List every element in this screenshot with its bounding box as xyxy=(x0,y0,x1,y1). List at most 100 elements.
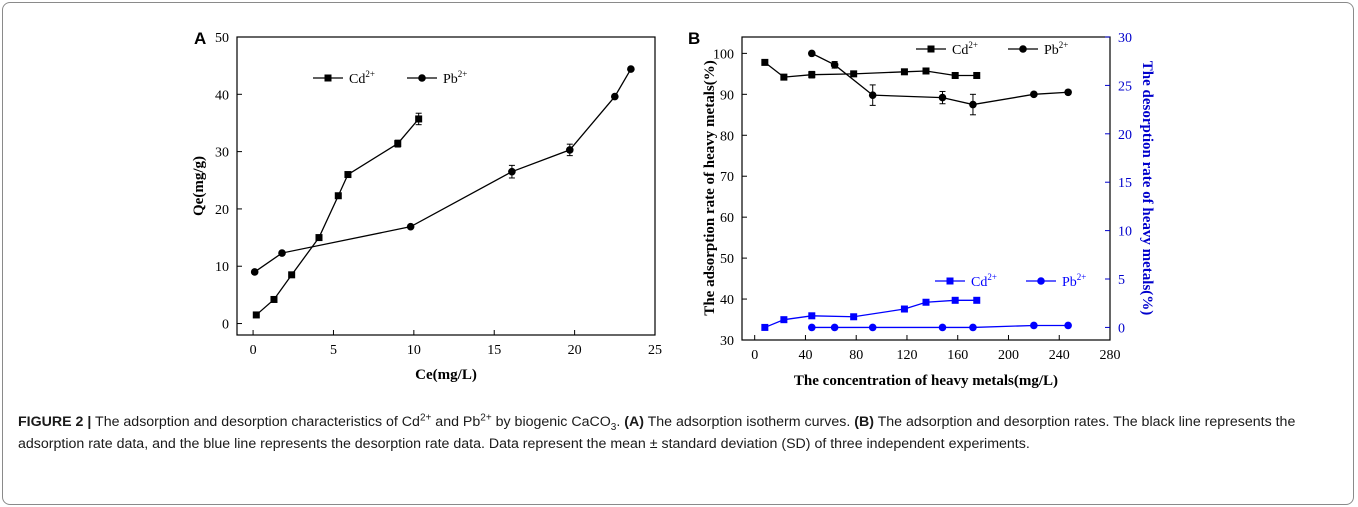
panel-b-right-y-tick-label: 30 xyxy=(1118,31,1132,46)
caption-panel-b-ref: (B) xyxy=(854,414,874,430)
panel-b-left-y-tick-label: 90 xyxy=(720,88,734,103)
panel-b-series-2-point xyxy=(761,323,769,331)
panel-b-right-y-tick-label: 15 xyxy=(1118,176,1132,191)
panel-a-x-axis-label: Ce(mg/L) xyxy=(415,367,477,383)
panel-a-series-1-point xyxy=(250,268,259,276)
panel-b-x-tick-label: 160 xyxy=(947,348,968,363)
panel-a-series-0-point xyxy=(415,115,423,123)
panel-b-series-1-point xyxy=(1064,88,1072,97)
panel-b-series-2-line xyxy=(764,299,977,329)
panel-a-series-0-point xyxy=(270,295,278,303)
panel-b-series-1-point xyxy=(868,91,877,99)
panel-b-series-1-point xyxy=(1030,90,1038,99)
panel-b-legend-3-marker xyxy=(1037,277,1045,285)
caption-label: FIGURE 2 | xyxy=(18,414,92,430)
panel-b-legend-2-marker xyxy=(946,277,954,285)
panel-a-series-0-point xyxy=(344,171,352,179)
panel-b-legend-0-text: Cd2+ xyxy=(952,40,978,58)
panel-b-legend-1-text: Pb2+ xyxy=(1044,40,1068,58)
caption-text-4: . xyxy=(616,414,625,430)
panel-b-left-y-tick-label: 40 xyxy=(720,293,734,308)
panel-b-left-y-tick-label: 30 xyxy=(720,334,734,349)
panel-b-series-0-point xyxy=(922,67,930,75)
panel-a-plot-frame xyxy=(236,36,656,336)
panel-b-x-tick-label: 40 xyxy=(798,348,812,363)
panel-b-legend-1-name: Pb xyxy=(1044,43,1059,58)
panel-a-x-tick-label: 5 xyxy=(330,343,337,358)
panel-b-series-0-point xyxy=(973,71,981,79)
panel-a-x-tick-label: 10 xyxy=(407,343,421,358)
panel-b-series-3-point xyxy=(938,323,947,332)
panel-a-legend-0-text: Cd2+ xyxy=(349,69,375,87)
panel-b-series-3-point xyxy=(807,323,816,332)
panel-a-series-1-point xyxy=(611,92,619,101)
panel-b-series-0-point xyxy=(951,71,959,79)
panel-a-series-1-point xyxy=(627,65,635,73)
panel-b: B 0 40 80 120 160 200 240 280304050607080901000… xyxy=(688,29,1155,389)
panel-b-series-0-point xyxy=(850,70,858,78)
panel-b-left-y-tick-label: 100 xyxy=(713,47,734,62)
panel-a-series-1-point xyxy=(565,146,574,154)
panel-b-series-2-point xyxy=(973,296,981,304)
panel-b-x-tick-label: 280 xyxy=(1100,348,1121,363)
panel-b-series-3-point xyxy=(830,323,839,332)
panel-b-left-y-tick-label: 50 xyxy=(720,252,734,267)
panel-a-ticks: 0 5 10 15 20 25 0 10 20 30 40 50 xyxy=(215,31,662,358)
figure-caption: FIGURE 2 | The adsorption and desorption… xyxy=(18,411,1338,455)
panel-b-left-y-tick-label: 60 xyxy=(720,211,734,226)
panel-b-legend-2-sup: 2+ xyxy=(987,272,997,282)
panel-a-y-tick-label: 20 xyxy=(215,203,229,218)
panel-b-right-y-tick-label: 0 xyxy=(1118,321,1125,336)
panel-b-series-2-point xyxy=(850,313,858,321)
panel-b-series-3-point xyxy=(1030,321,1038,330)
panel-b-legend-0-marker xyxy=(927,45,935,53)
caption-sup-2: 2+ xyxy=(480,412,492,424)
panel-a-series-1-point xyxy=(508,167,516,176)
panel-b-plot-frame xyxy=(741,36,1111,341)
panel-b-legend-3-name: Pb xyxy=(1062,275,1077,290)
panel-a-series-0-point xyxy=(288,271,296,279)
panel-b-x-axis-label: The concentration of heavy metals(mg/L) xyxy=(794,373,1058,389)
panel-b-legend: Cd2+ Pb2+Cd2+ Pb2+ xyxy=(916,40,1086,290)
caption-text-5: The adsorption isotherm curves. xyxy=(643,414,855,430)
panel-b-legend-3-text: Pb2+ xyxy=(1062,272,1086,290)
panel-a-y-axis-label: Qe(mg/g) xyxy=(191,156,207,216)
panel-a-legend-1-sup: 2+ xyxy=(458,69,468,79)
panel-a-x-tick-label: 20 xyxy=(568,343,582,358)
panel-b-series-3-point xyxy=(969,323,977,332)
caption-text-1: The adsorption and desorption characteri… xyxy=(91,414,420,430)
panel-b-left-y-tick-label: 70 xyxy=(720,170,734,185)
panel-b-series-3-point xyxy=(868,323,877,332)
panel-b-marks xyxy=(761,49,1072,332)
panel-b-x-tick-label: 80 xyxy=(849,348,863,363)
panel-a-legend-1-name: Pb xyxy=(443,72,458,87)
panel-a-marks xyxy=(250,65,635,319)
panel-a-y-tick-label: 50 xyxy=(215,31,229,46)
caption-text-6: The adsorption and desorption rates. The… xyxy=(18,414,1296,452)
panel-b-label: B xyxy=(688,29,700,48)
caption-sup-1: 2+ xyxy=(419,412,432,424)
panel-a-y-tick-label: 0 xyxy=(222,318,229,333)
panel-a-series-0-point xyxy=(252,311,260,319)
panel-a-legend: Cd2+ Pb2+ xyxy=(313,69,467,87)
panel-b-series-0-point xyxy=(780,73,788,81)
panel-b-right-y-axis-label: The desorption rate of heavy metals(%) xyxy=(1139,61,1155,316)
panel-a-label: A xyxy=(194,29,206,48)
panel-a-x-tick-label: 15 xyxy=(487,343,501,358)
panel-b-series-2-point xyxy=(900,305,908,313)
panel-b-series-0-point xyxy=(900,68,908,76)
panel-b-legend-2-text: Cd2+ xyxy=(971,272,997,290)
panel-b-right-y-tick-label: 25 xyxy=(1118,79,1132,94)
panel-b-right-y-tick-label: 20 xyxy=(1118,128,1132,143)
panel-b-series-0-line xyxy=(764,61,977,78)
caption-text-3: by biogenic CaCO xyxy=(491,414,611,430)
panel-a-legend-0-sup: 2+ xyxy=(365,69,375,79)
panel-b-legend-1-marker xyxy=(1019,45,1027,53)
panel-a-legend-0-name: Cd xyxy=(349,72,365,87)
panel-b-x-tick-label: 240 xyxy=(1049,348,1070,363)
panel-b-series-2-point xyxy=(951,296,959,304)
panel-a-legend-1-text: Pb2+ xyxy=(443,69,467,87)
panel-b-right-y-tick-label: 10 xyxy=(1118,225,1132,240)
panel-a-x-tick-label: 25 xyxy=(648,343,662,358)
